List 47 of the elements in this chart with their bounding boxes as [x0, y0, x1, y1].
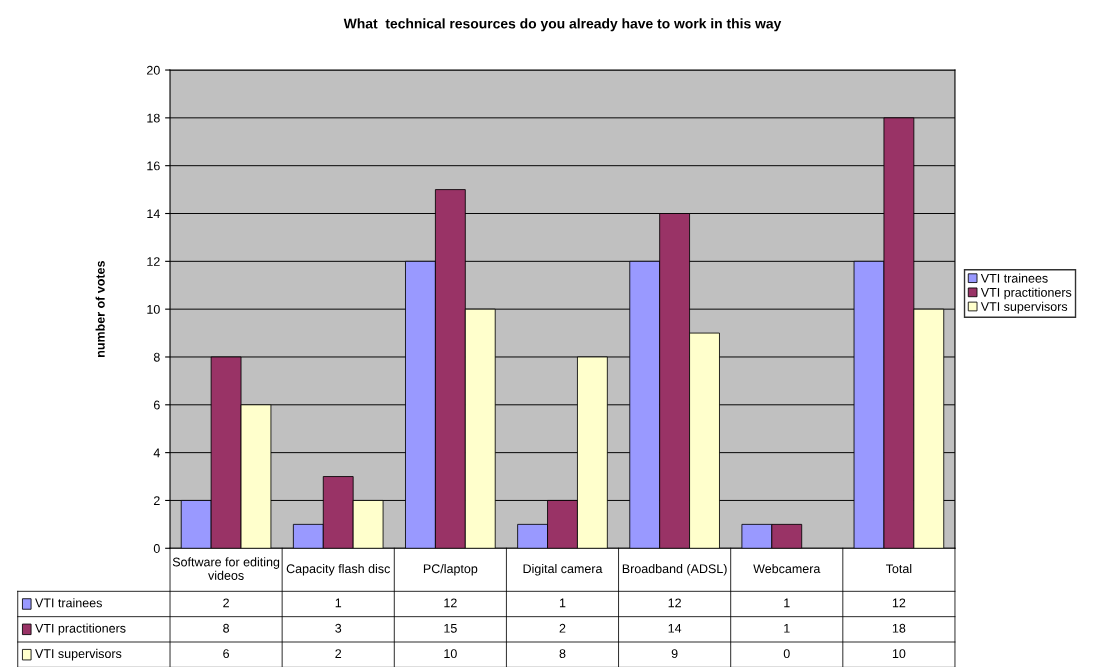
data-label: 2 [335, 649, 342, 658]
data-label: 12 [444, 598, 457, 608]
data-label: 18 [892, 623, 906, 633]
x-tick-label: Software for editing videos [172, 557, 280, 580]
y-tick-label: 16 [147, 161, 160, 171]
chart-title: What technical resources do you already have to work in this way [343, 18, 782, 32]
y-tick-label: 18 [147, 113, 160, 123]
y-tick-label: 2 [153, 496, 160, 505]
text: VTI trainees [980, 273, 1048, 283]
data-label: 1 [559, 598, 566, 608]
y-axis-title: number of votes [95, 261, 105, 357]
y-tick-label: 12 [147, 257, 160, 266]
legend-label: VTI practitioners [980, 287, 1072, 300]
data-label: 12 [668, 598, 681, 608]
data-label: 0 [783, 649, 790, 659]
data-label: 14 [668, 623, 682, 633]
data-label: 1 [784, 623, 790, 633]
x-tick-label: Capacity flash disc [286, 563, 390, 576]
data-label: 2 [223, 598, 229, 608]
y-tick-label: 6 [153, 400, 160, 410]
data-label: 1 [784, 598, 790, 608]
y-tick-label: 14 [147, 209, 160, 219]
legend-label: VTI trainees [35, 598, 102, 608]
y-tick-label: 0 [153, 544, 160, 553]
data-label: 10 [892, 649, 906, 659]
y-tick-label: 4 [153, 448, 160, 458]
data-label: 8 [559, 649, 566, 659]
data-label: 2 [559, 623, 566, 633]
y-tick-label: 20 [147, 65, 160, 75]
x-tick-label: PC/laptop [423, 563, 478, 576]
data-label: 6 [223, 649, 230, 659]
y-tick-label: 10 [147, 304, 160, 314]
x-tick-label: Webcamera [753, 563, 821, 574]
data-label: 1 [335, 598, 342, 608]
data-label: 8 [223, 623, 230, 633]
data-label: 15 [444, 623, 457, 633]
data-label: 9 [671, 649, 678, 659]
x-tick-label: Total [885, 563, 912, 574]
text: VTI supervisors [35, 648, 122, 661]
data-label: 3 [335, 623, 342, 633]
data-label: 10 [444, 649, 457, 659]
legend-label: VTI supervisors [980, 301, 1068, 314]
x-tick-label: Digital camera [523, 563, 603, 576]
data-label: 12 [892, 598, 906, 608]
x-tick-label: Broadband (ADSL) [622, 563, 727, 576]
y-tick-label: 8 [153, 352, 160, 362]
text: VTI practitioners [35, 623, 126, 636]
